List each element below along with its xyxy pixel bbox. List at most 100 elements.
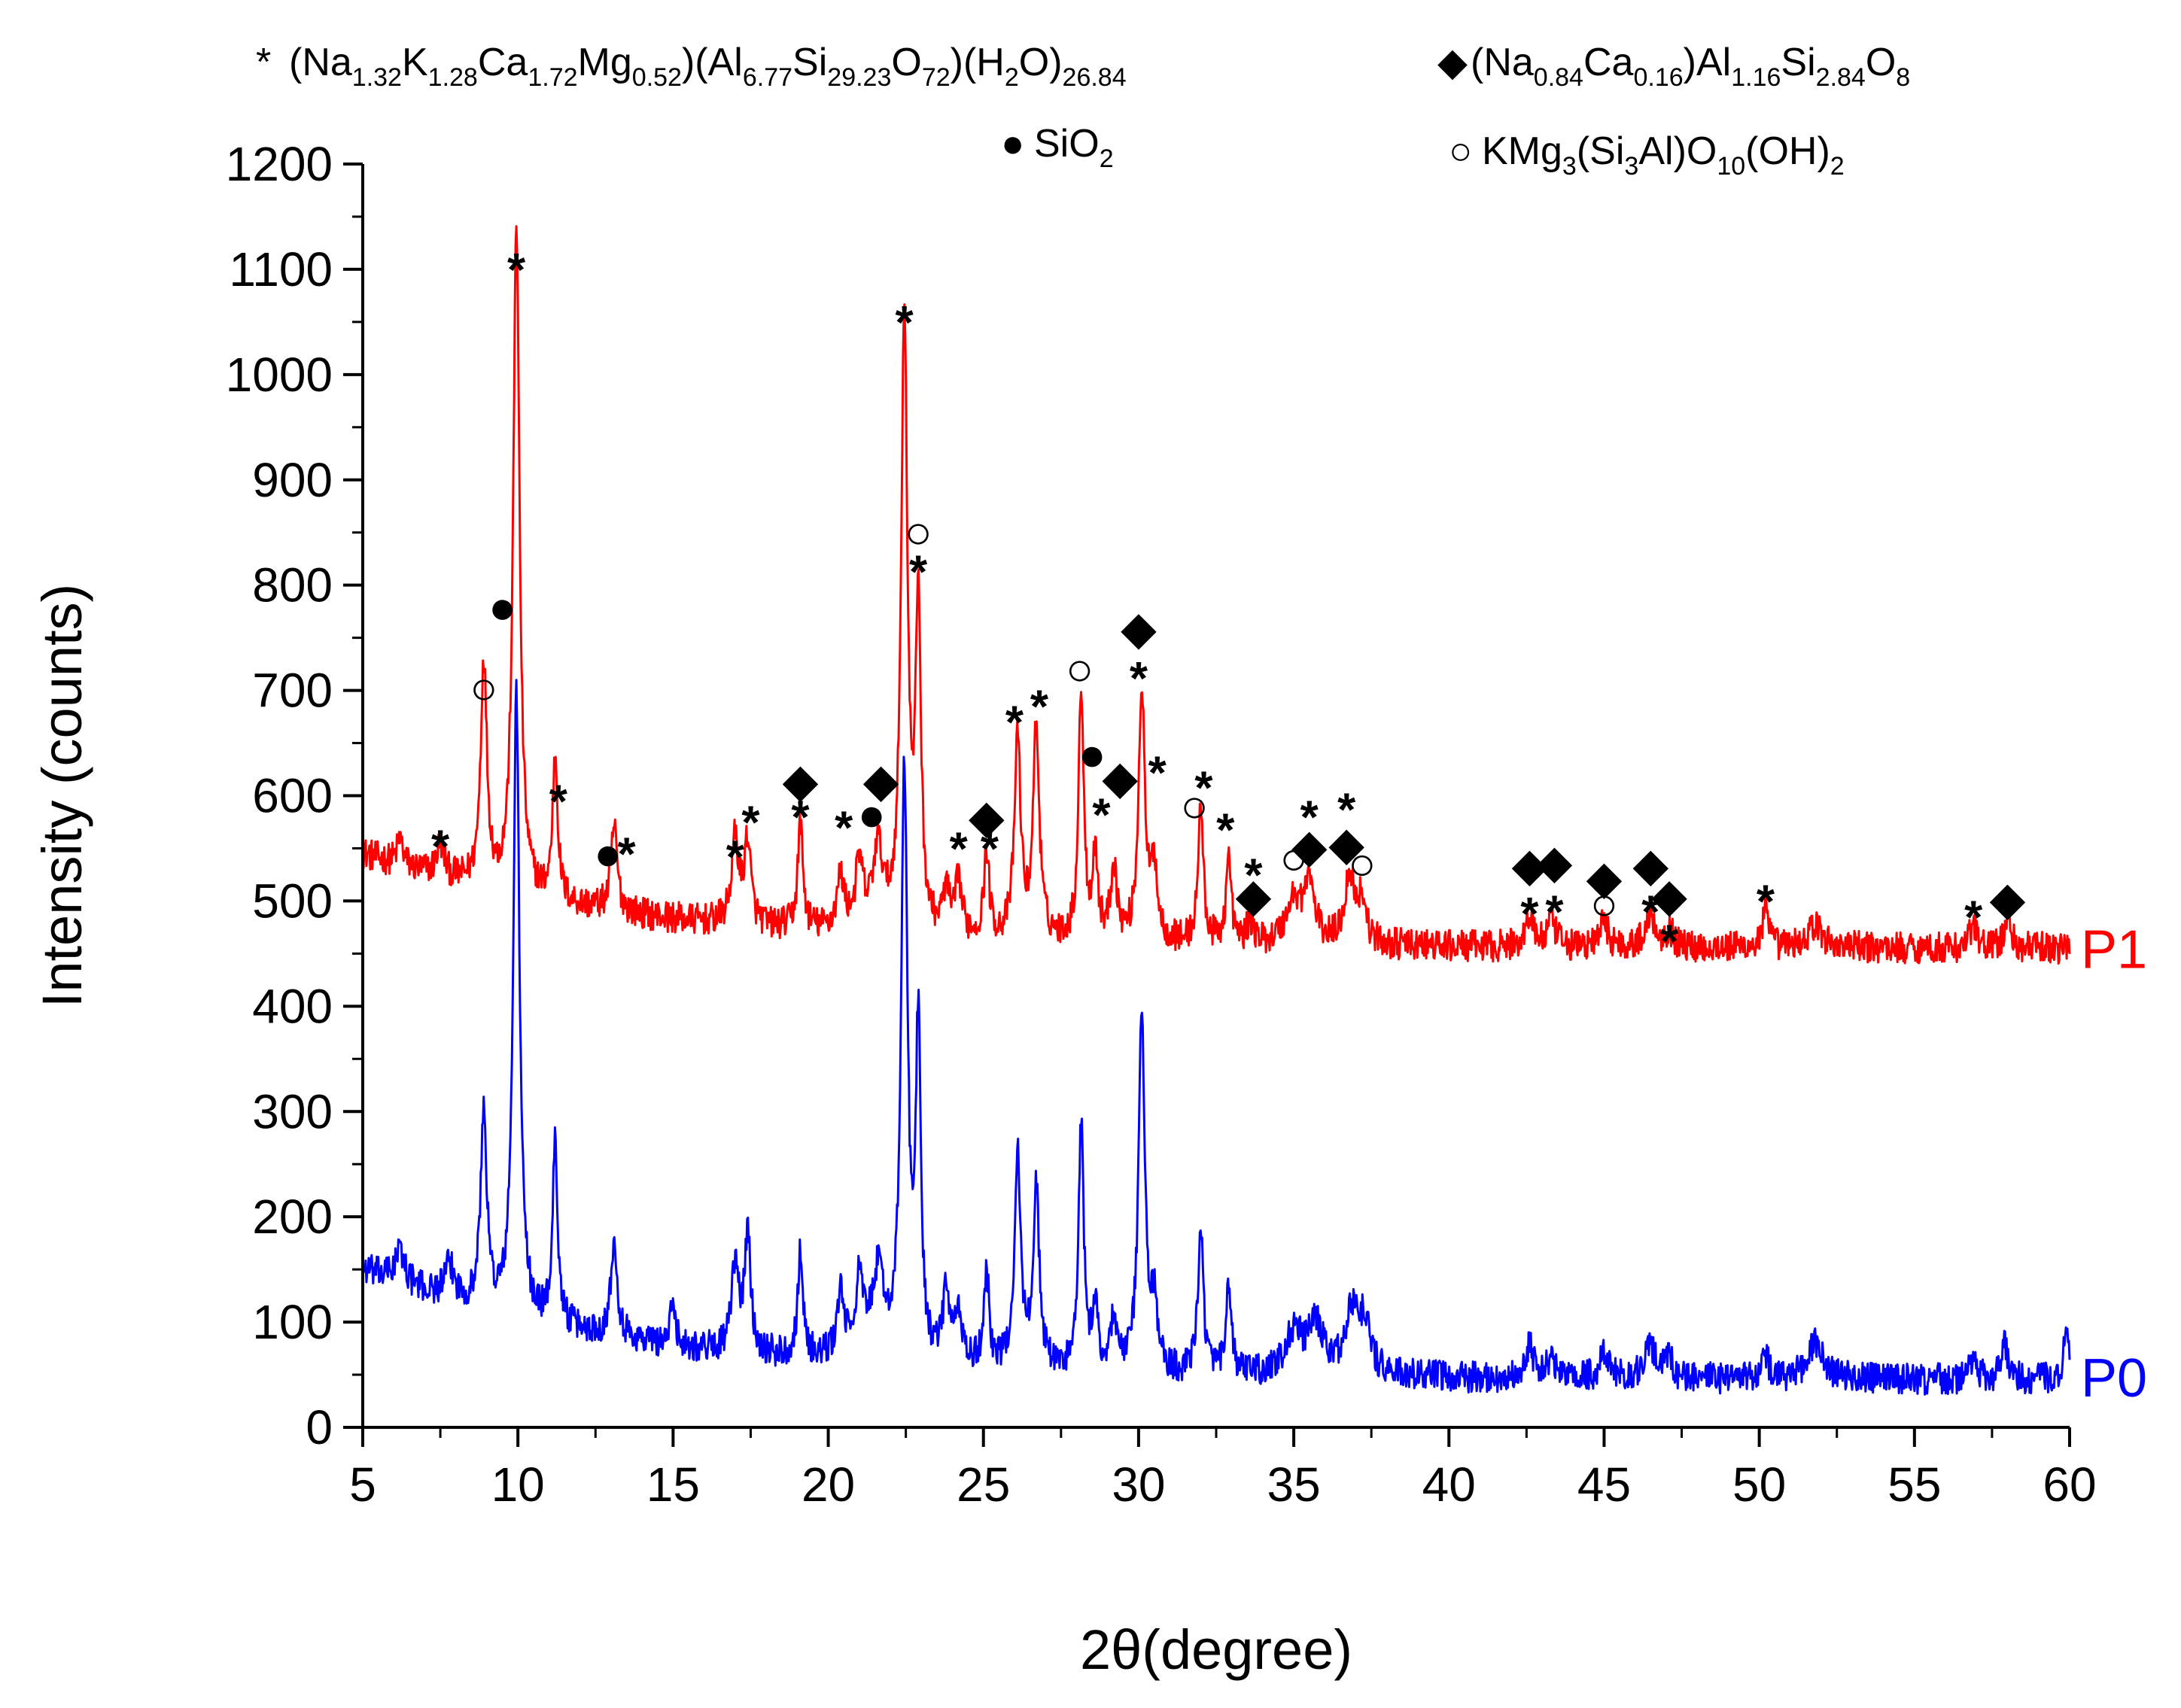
plot-lines — [361, 225, 2071, 1396]
formula-text: O — [891, 41, 921, 84]
formula-text: KMg — [1482, 129, 1562, 173]
y-tick-label: 1000 — [226, 348, 333, 402]
formula-text: K — [402, 41, 428, 84]
formula-text: )(H — [951, 41, 1005, 84]
y-tick-label: 0 — [306, 1400, 333, 1454]
filled-circle-marker: ● — [858, 789, 886, 840]
y-tick-label: 400 — [252, 979, 333, 1033]
formula-subscript: 1.72 — [528, 63, 577, 92]
open-circle-marker: ○ — [1348, 838, 1376, 890]
formula-subscript: 10 — [1717, 152, 1745, 181]
y-axis-title: Intensity (counts) — [31, 584, 93, 1007]
formula-subscript: 2 — [1830, 152, 1845, 181]
diamond-marker: ◆ — [863, 755, 899, 807]
peak-annotations: *○●**●* **◆* * ●◆*○**◆** *○●*◆◆**○**◆* ○◆*◆*○… — [431, 245, 2026, 968]
legend-item-diamond: ◆ (Na0.84Ca0.16)Al1.16Si2.84O8 — [1437, 41, 1910, 92]
diamond-marker: ◆ — [1990, 873, 2026, 925]
diamond-marker: ◆ — [1121, 603, 1157, 655]
series-line-p1 — [362, 225, 2071, 965]
legend-filled-circle-icon: ● — [1001, 122, 1024, 166]
asterisk-marker: * — [507, 245, 526, 296]
y-tick-label: 200 — [252, 1190, 333, 1244]
y-tick-label: 700 — [252, 664, 333, 718]
y-tick-label: 900 — [252, 453, 333, 507]
labels: 2θ(degree) Intensity (counts) P1 P0 — [31, 584, 2147, 1681]
legend-asterisk-icon: * — [256, 41, 271, 84]
y-tick-label: 100 — [252, 1295, 333, 1349]
asterisk-marker: * — [1216, 804, 1235, 856]
series-label-p1: P1 — [2081, 919, 2147, 980]
formula-subscript: 1.16 — [1731, 63, 1781, 92]
diamond-marker: ◆ — [1537, 836, 1573, 888]
legend-formula: (Na1.32K1.28Ca1.72Mg0.52)(Al6.77Si29.23O… — [289, 41, 1127, 92]
diamond-marker: ◆ — [1651, 870, 1687, 922]
legend-formula: KMg3(Si3Al)O10(OH)2 — [1482, 129, 1845, 181]
asterisk-marker: * — [1244, 849, 1263, 901]
asterisk-marker: * — [1337, 785, 1356, 837]
formula-text: )Al — [1684, 41, 1732, 84]
y-tick-label: 800 — [252, 558, 333, 612]
asterisk-marker: * — [617, 828, 636, 880]
y-tick-label: 300 — [252, 1084, 333, 1138]
formula-text: Ca — [478, 41, 528, 84]
asterisk-marker: * — [549, 777, 568, 828]
asterisk-marker: * — [950, 823, 969, 875]
formula-text: (Na — [289, 41, 352, 84]
open-circle-marker: ○ — [1590, 878, 1618, 930]
legend-open-circle-icon: ○ — [1449, 129, 1472, 173]
formula-subscript: 2.84 — [1816, 63, 1866, 92]
open-circle-marker: ○ — [470, 663, 497, 715]
x-tick-label: 20 — [802, 1457, 855, 1512]
x-axis-title: 2θ(degree) — [1080, 1618, 1352, 1681]
asterisk-marker: * — [1520, 889, 1539, 941]
legend-item-filled-circle: ● SiO2 — [1001, 122, 1114, 173]
diamond-marker: ◆ — [1102, 752, 1138, 804]
asterisk-marker: * — [1148, 748, 1167, 800]
y-tick-label: 500 — [252, 874, 333, 928]
open-circle-marker: ○ — [1066, 643, 1094, 695]
formula-subscript: 2 — [1005, 63, 1019, 92]
x-tick-label: 15 — [646, 1457, 700, 1512]
formula-text: Si — [1781, 41, 1815, 84]
y-tick-label: 1100 — [229, 242, 333, 296]
asterisk-marker: * — [1964, 892, 1983, 944]
y-tick-label: 1200 — [226, 137, 333, 191]
asterisk-marker: * — [981, 823, 999, 875]
legend-item-asterisk: * (Na1.32K1.28Ca1.72Mg0.52)(Al6.77Si29.23… — [256, 41, 1127, 92]
legend-formula: SiO2 — [1034, 122, 1114, 173]
asterisk-marker: * — [1030, 682, 1049, 734]
open-circle-marker: ○ — [904, 507, 932, 559]
x-tick-label: 30 — [1112, 1457, 1165, 1512]
formula-text: Al)O — [1638, 129, 1717, 173]
formula-subscript: 3 — [1624, 152, 1638, 181]
formula-text: Mg — [578, 41, 632, 84]
asterisk-marker: * — [1545, 886, 1564, 938]
asterisk-marker: * — [1130, 653, 1148, 705]
formula-text: Si — [792, 41, 827, 84]
formula-text: (Si — [1577, 129, 1625, 173]
series-label-p0: P0 — [2081, 1348, 2147, 1409]
x-tick-label: 45 — [1577, 1457, 1631, 1512]
open-circle-marker: ○ — [1180, 780, 1208, 832]
formula-subscript: 1.32 — [352, 63, 402, 92]
diamond-marker: ◆ — [1291, 820, 1328, 872]
legend-diamond-icon: ◆ — [1437, 41, 1468, 84]
formula-text: O — [1866, 41, 1896, 84]
asterisk-marker: * — [431, 822, 450, 874]
asterisk-marker: * — [1194, 762, 1213, 814]
asterisk-marker: * — [791, 792, 810, 843]
formula-subscript: 1.28 — [428, 63, 478, 92]
x-tick-label: 35 — [1267, 1457, 1320, 1512]
formula-subscript: 72 — [922, 63, 951, 92]
asterisk-marker: * — [909, 546, 928, 598]
series-line-p0 — [361, 679, 2071, 1396]
filled-circle-marker: ● — [594, 828, 622, 880]
diamond-marker: ◆ — [969, 791, 1005, 843]
formula-subscript: 2 — [1100, 144, 1114, 173]
formula-subscript: 0.16 — [1633, 63, 1683, 92]
asterisk-marker: * — [835, 802, 853, 854]
asterisk-marker: * — [1641, 886, 1660, 938]
formula-text: )(Al — [682, 41, 743, 84]
x-tick-label: 50 — [1732, 1457, 1786, 1512]
